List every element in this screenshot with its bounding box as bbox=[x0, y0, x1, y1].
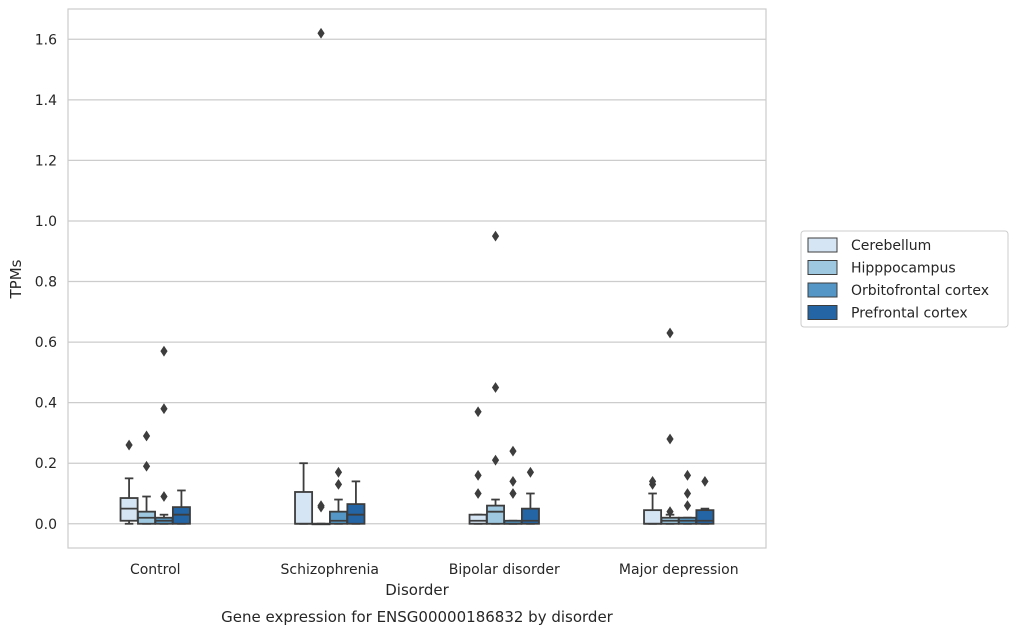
box-orbitofrontal-cortex bbox=[154, 345, 174, 525]
x-axis-title: Disorder bbox=[385, 581, 449, 599]
box-hipppocampus bbox=[660, 327, 680, 525]
plot-frame bbox=[67, 8, 767, 549]
box-cerebellum bbox=[294, 462, 314, 525]
outlier-point bbox=[666, 327, 674, 339]
outlier-point bbox=[648, 475, 657, 487]
legend-swatch bbox=[807, 282, 838, 298]
y-tick-label: 0.0 bbox=[35, 517, 57, 533]
box-orbitofrontal-cortex bbox=[678, 469, 697, 525]
legend-label: Prefrontal cortex bbox=[851, 306, 968, 322]
outlier-point bbox=[474, 469, 482, 481]
outlier-point bbox=[683, 500, 692, 512]
legend-swatch bbox=[807, 305, 838, 320]
x-axis-ticks: Control Schizophrenia Bipolar disorder Majo… bbox=[130, 562, 739, 578]
x-tick-label: Bipolar disorder bbox=[449, 562, 560, 578]
box-body bbox=[468, 513, 488, 525]
outlier-point bbox=[491, 230, 500, 242]
box-body bbox=[294, 491, 314, 525]
box-cerebellum bbox=[119, 439, 139, 525]
box-hipppocampus bbox=[311, 27, 331, 526]
box-orbitofrontal-cortex bbox=[329, 466, 348, 525]
y-axis-ticks: 0.0 0.2 0.4 0.6 0.8 1.0 1.2 1.4 1.6 bbox=[35, 32, 57, 532]
y-tick-label: 1.2 bbox=[35, 153, 57, 169]
y-tick-label: 0.6 bbox=[35, 335, 57, 351]
legend-label: Hipppocampus bbox=[851, 261, 956, 277]
legend-label: Orbitofrontal cortex bbox=[851, 283, 989, 299]
legend-swatch bbox=[807, 237, 838, 253]
outlier-point bbox=[334, 479, 343, 490]
box-hipppocampus bbox=[486, 230, 505, 525]
outlier-point bbox=[142, 460, 151, 472]
y-tick-label: 0.4 bbox=[35, 396, 57, 412]
box-body bbox=[329, 510, 348, 525]
box-prefrontal-cortex bbox=[171, 489, 191, 525]
y-tick-label: 1.0 bbox=[35, 214, 57, 230]
outlier-point bbox=[683, 469, 692, 481]
box-body bbox=[643, 509, 663, 525]
box-prefrontal-cortex bbox=[695, 475, 715, 525]
outlier-point bbox=[474, 406, 482, 418]
outlier-point bbox=[526, 466, 535, 478]
outlier-point bbox=[317, 27, 325, 39]
y-tick-label: 0.8 bbox=[35, 275, 57, 291]
outlier-point bbox=[666, 433, 674, 445]
legend: Cerebellum Hipppocampus Orbitofrontal cort… bbox=[800, 230, 1009, 328]
legend-swatch bbox=[807, 260, 838, 275]
box-marks bbox=[119, 27, 715, 526]
y-tick-label: 1.4 bbox=[35, 93, 57, 109]
outlier-point bbox=[666, 506, 674, 518]
box-orbitofrontal-cortex bbox=[503, 445, 523, 525]
box-prefrontal-cortex bbox=[346, 480, 366, 525]
outlier-point bbox=[160, 345, 168, 357]
box-prefrontal-cortex bbox=[520, 466, 540, 525]
box-body bbox=[486, 504, 505, 525]
outlier-point bbox=[317, 500, 325, 512]
x-tick-label: Control bbox=[130, 562, 181, 578]
legend-frame bbox=[800, 230, 1009, 328]
box-body bbox=[695, 509, 715, 525]
box-cerebellum bbox=[643, 475, 663, 525]
gridlines bbox=[68, 38, 766, 525]
outlier-point bbox=[509, 445, 517, 457]
outlier-point bbox=[509, 475, 517, 487]
y-axis-title: TPMs bbox=[7, 259, 25, 299]
figure-caption: Gene expression for ENSG00000186832 by d… bbox=[221, 608, 614, 626]
outlier-point bbox=[509, 488, 517, 499]
outlier-point bbox=[491, 454, 500, 466]
box-hipppocampus bbox=[137, 430, 156, 525]
y-tick-label: 1.6 bbox=[35, 32, 57, 48]
outlier-point bbox=[125, 439, 133, 451]
outlier-point bbox=[491, 382, 500, 393]
legend-label: Cerebellum bbox=[851, 238, 931, 254]
outlier-point bbox=[160, 403, 168, 415]
outlier-point bbox=[474, 488, 482, 499]
x-tick-label: Major depression bbox=[619, 562, 739, 578]
x-tick-label: Schizophrenia bbox=[281, 562, 379, 578]
outlier-point bbox=[160, 491, 168, 502]
outlier-point bbox=[701, 475, 709, 487]
box-cerebellum bbox=[468, 406, 488, 525]
outlier-point bbox=[683, 488, 692, 499]
outlier-point bbox=[142, 430, 151, 442]
outlier-point bbox=[334, 466, 343, 478]
y-tick-label: 0.2 bbox=[35, 456, 57, 472]
